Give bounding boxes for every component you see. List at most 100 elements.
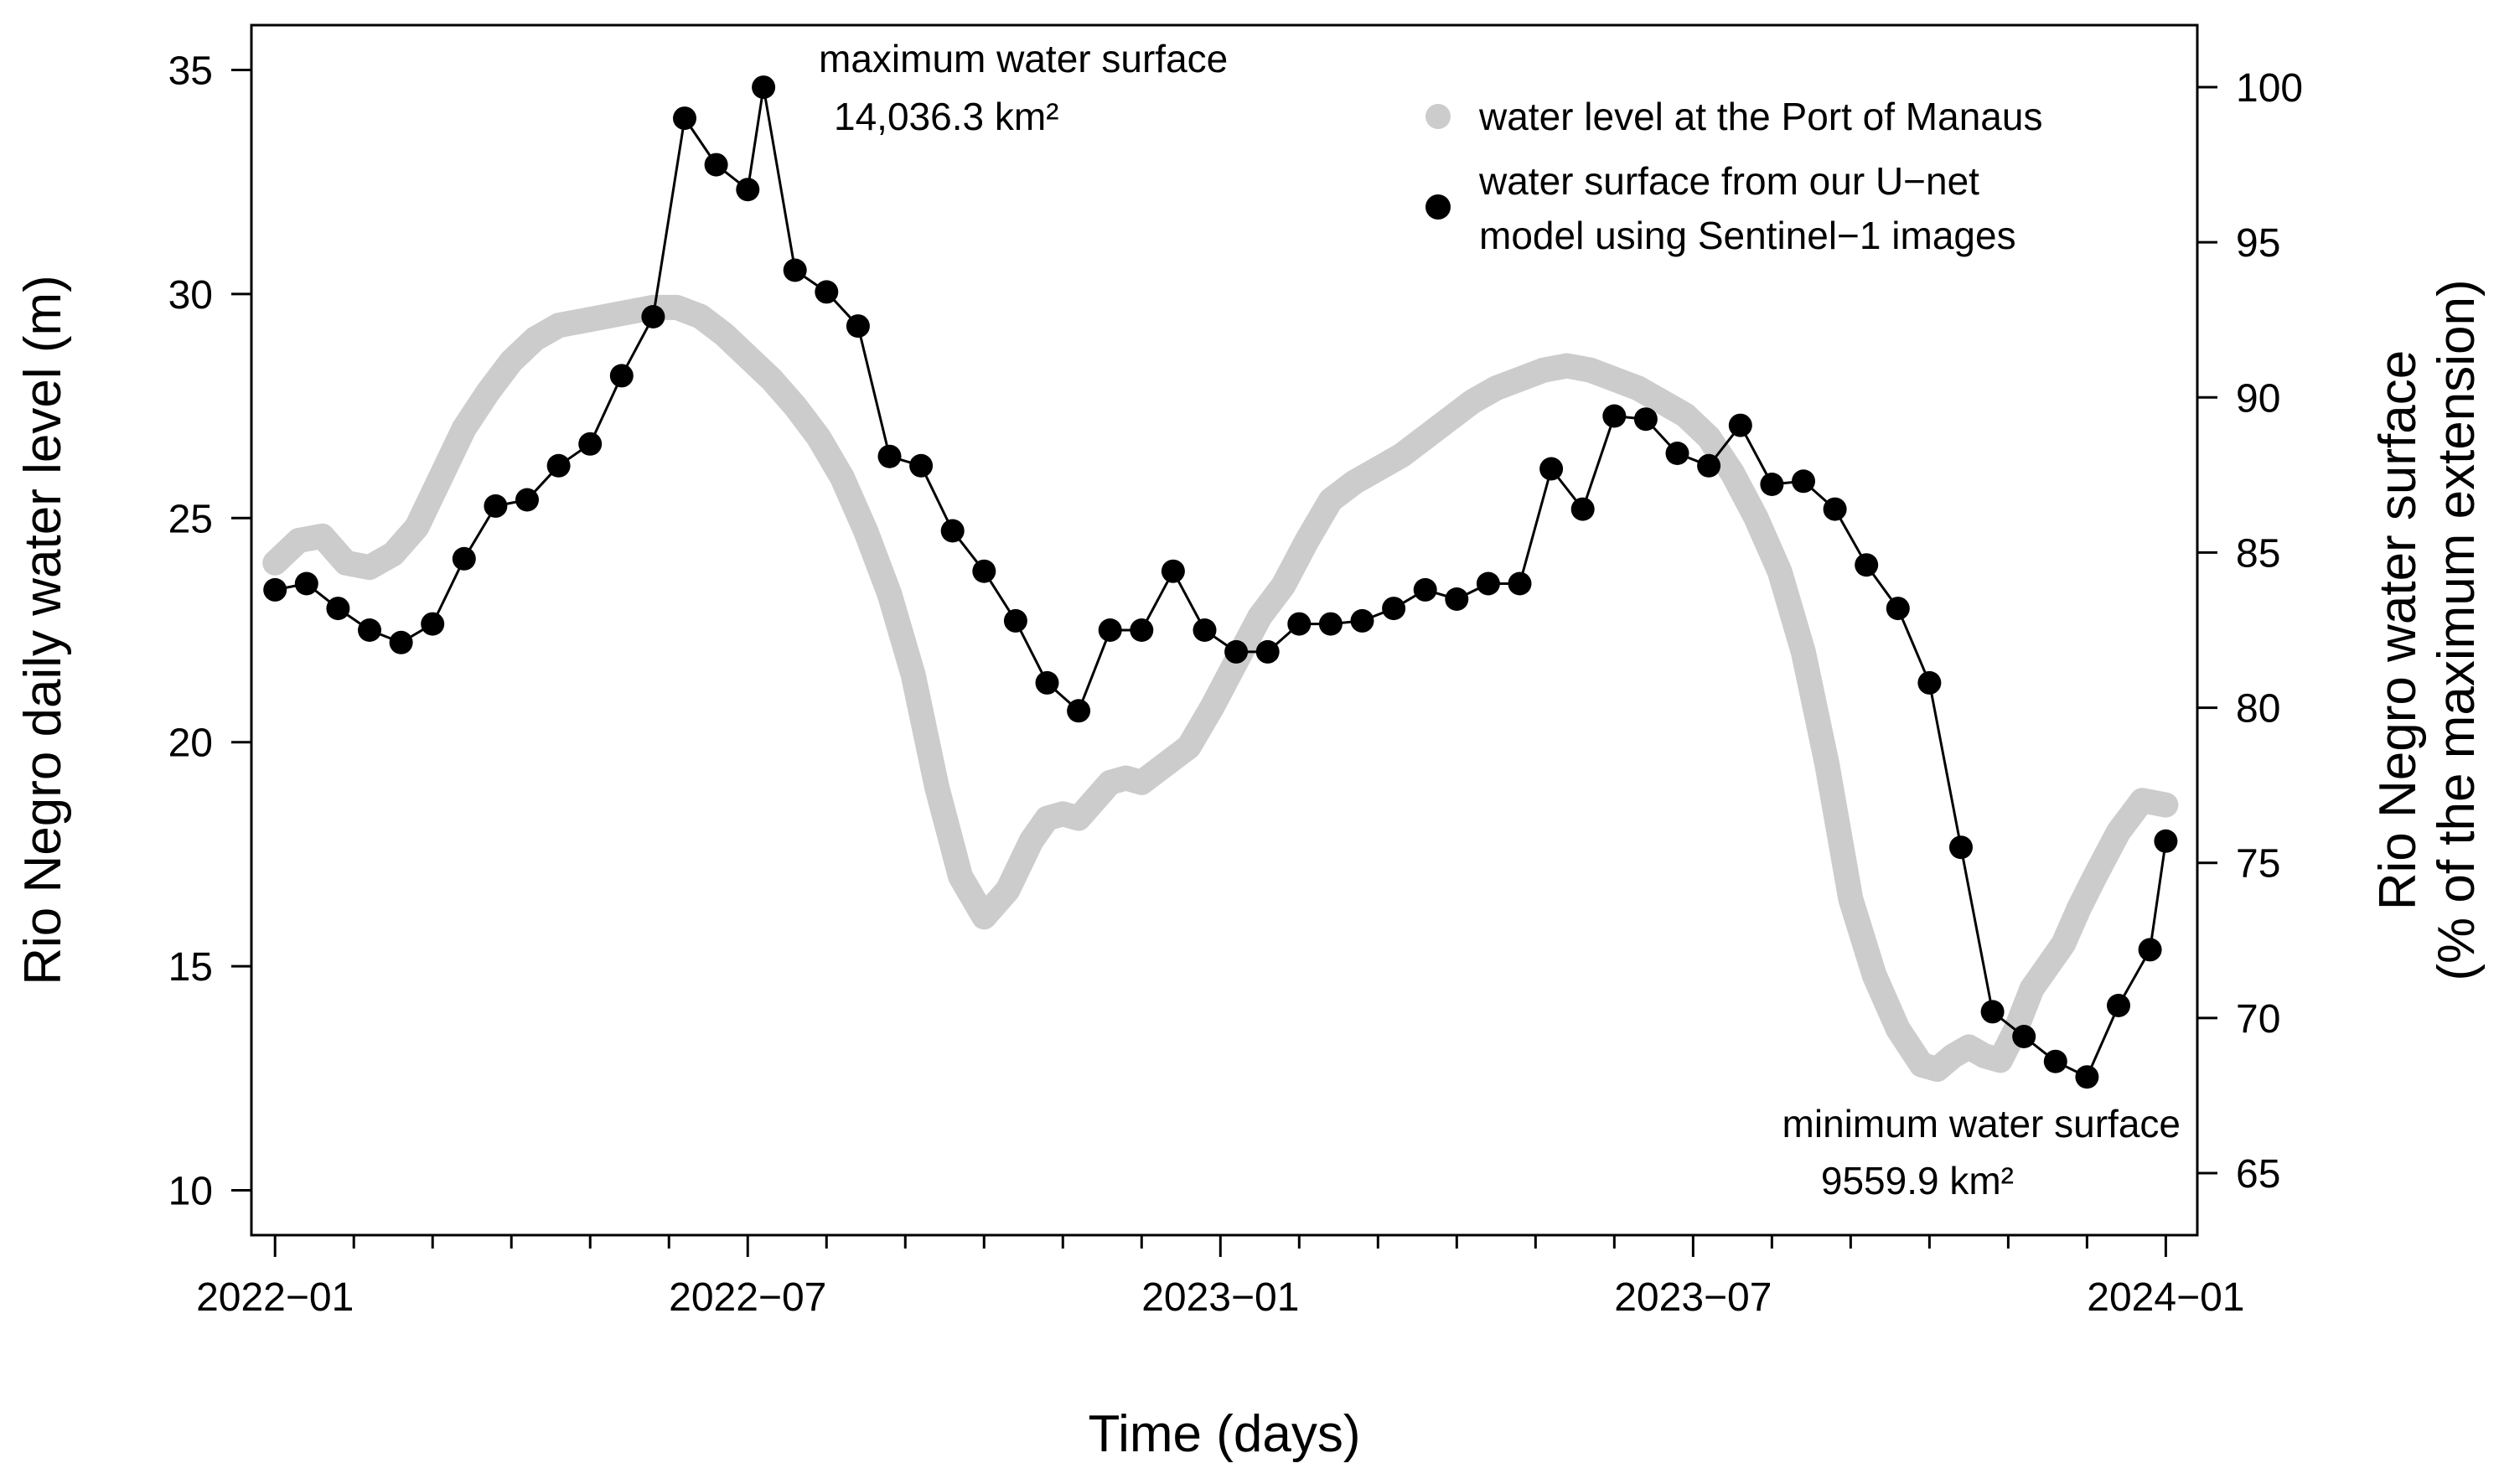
water-surface-point: [1980, 1000, 2005, 1024]
water-surface-point: [484, 494, 508, 518]
water-surface-point: [609, 364, 634, 388]
plot-frame: [250, 23, 2199, 1237]
water-surface-point: [1728, 413, 1752, 437]
water-surface-point: [1633, 407, 1658, 432]
water-surface-point: [1224, 639, 1249, 664]
water-surface-point: [1445, 587, 1469, 611]
water-surface-point: [263, 577, 287, 602]
annotation-min-value: 9559.9 km²: [1821, 1159, 2014, 1202]
x-tick-label: 2023−07: [1614, 1275, 1772, 1320]
legend-label-water-surface-line1: water surface from our U−net: [1478, 159, 1979, 203]
x-tick-label: 2023−01: [1141, 1275, 1299, 1320]
water-surface-point: [1886, 597, 1910, 621]
y-right-tick-label: 80: [2236, 687, 2280, 732]
y-right-tick-label: 95: [2236, 221, 2280, 266]
water-surface-point: [752, 75, 776, 100]
water-surface-point: [673, 106, 696, 131]
annotation-min-title: minimum water surface: [1782, 1102, 2181, 1145]
water-surface-point: [641, 305, 665, 328]
water-surface-point: [421, 612, 445, 636]
water-surface-point: [877, 444, 902, 468]
water-surface-point: [1067, 699, 1091, 723]
water-surface-point: [2138, 938, 2162, 962]
y-left-tick-label: 35: [168, 49, 213, 93]
water-surface-point: [1003, 608, 1027, 633]
water-surface-point: [2043, 1049, 2067, 1073]
x-axis-title: Time (days): [1089, 1405, 1361, 1463]
water-surface-point: [1255, 639, 1280, 664]
water-surface-point: [2154, 829, 2178, 853]
water-surface-point: [1539, 457, 1564, 481]
y-left-tick-label: 10: [168, 1170, 213, 1214]
water-surface-point: [972, 559, 996, 583]
water-surface-point: [2075, 1065, 2099, 1089]
water-surface-point: [1949, 835, 1973, 860]
y-right-tick-label: 65: [2236, 1152, 2280, 1197]
water-surface-point: [1476, 571, 1500, 596]
water-surface-point: [452, 546, 476, 571]
water-surface-point: [1130, 618, 1154, 642]
water-surface-point: [1792, 469, 1815, 494]
water-surface-point: [515, 488, 539, 512]
axes: 2022−01 2022−07 2023−01 2023−07 2024−01 10 15 2…: [168, 49, 2303, 1320]
water-surface-point: [1413, 577, 1437, 602]
water-surface-point: [294, 571, 318, 596]
water-surface-point: [909, 453, 934, 478]
water-surface-point: [940, 519, 965, 543]
water-surface-point: [1193, 618, 1217, 642]
water-surface-point: [1287, 612, 1312, 636]
water-surface-point: [783, 258, 807, 282]
water-surface-point: [358, 618, 381, 642]
water-surface-point: [1161, 559, 1185, 583]
y-left-tick-label: 30: [168, 273, 213, 318]
water-surface-point: [846, 314, 870, 339]
water-surface-point: [1508, 571, 1532, 596]
series-water-surface: [263, 75, 2178, 1089]
annotation-max-title: maximum water surface: [819, 37, 1228, 80]
x-tick-label: 2022−01: [196, 1275, 354, 1320]
y-axis-right-title-line2: (% of the maximum extension): [2428, 279, 2486, 980]
water-surface-point: [1917, 670, 1942, 695]
water-surface-point: [578, 432, 603, 456]
y-axis-left-title: Rio Negro daily water level (m): [14, 275, 72, 985]
water-surface-point: [1665, 442, 1689, 465]
annotation-max-value: 14,036.3 km²: [834, 95, 1058, 138]
y-right-tick-label: 70: [2236, 997, 2280, 1042]
water-surface-point: [1382, 597, 1406, 621]
water-surface-point: [1318, 612, 1343, 636]
water-surface-point: [2107, 994, 2130, 1017]
water-surface-point: [546, 453, 571, 478]
y-right-tick-label: 85: [2236, 531, 2280, 576]
water-surface-point: [1570, 497, 1595, 521]
water-surface-point: [1823, 497, 1847, 521]
water-surface-point: [1760, 473, 1784, 496]
y-right-tick-label: 75: [2236, 842, 2280, 887]
y-left-tick-label: 25: [168, 497, 213, 541]
water-surface-point: [704, 153, 728, 177]
water-surface-point: [389, 630, 413, 654]
y-right-tick-label: 90: [2236, 376, 2280, 421]
y-axis-right-title-line1: Rio Negro water surface: [2369, 350, 2427, 911]
water-surface-point: [1855, 553, 1879, 577]
water-surface-point: [1035, 670, 1059, 695]
y-left-tick-label: 20: [168, 721, 213, 766]
water-surface-point: [1098, 618, 1122, 642]
y-right-tick-label: 100: [2236, 66, 2303, 111]
legend-label-water-surface-line2: model using Sentinel−1 images: [1479, 214, 2016, 257]
legend-marker-water-surface: [1425, 194, 1451, 220]
water-surface-point: [815, 280, 839, 304]
water-surface-point: [736, 178, 760, 202]
y-left-tick-label: 15: [168, 945, 213, 990]
legend-label-water-level: water level at the Port of Manaus: [1478, 95, 2042, 138]
legend: water level at the Port of Manaus water …: [1425, 95, 2042, 257]
x-tick-label: 2024−01: [2087, 1275, 2244, 1320]
water-surface-point: [2012, 1025, 2036, 1048]
water-surface-point: [1697, 453, 1721, 478]
water-surface-point: [326, 597, 350, 621]
legend-marker-water-level: [1425, 104, 1451, 129]
water-surface-point: [1350, 608, 1374, 633]
water-surface-point: [1602, 404, 1627, 428]
x-tick-label: 2022−07: [669, 1275, 826, 1320]
